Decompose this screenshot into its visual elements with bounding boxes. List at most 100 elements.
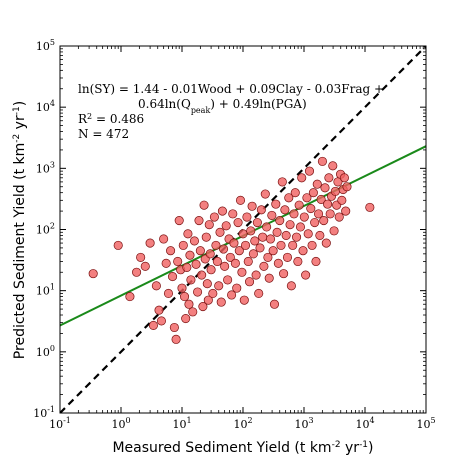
data-point bbox=[247, 201, 257, 211]
data-point bbox=[211, 240, 221, 250]
data-point bbox=[288, 240, 298, 250]
data-point bbox=[264, 273, 274, 283]
data-point bbox=[275, 216, 285, 226]
data-point bbox=[339, 173, 349, 183]
data-point bbox=[228, 209, 238, 219]
data-point bbox=[246, 226, 256, 236]
data-point bbox=[189, 236, 200, 246]
data-point bbox=[272, 227, 282, 237]
y-tick-label: 101 bbox=[36, 283, 55, 298]
data-point bbox=[304, 166, 315, 176]
data-point bbox=[320, 183, 330, 193]
x-tick-label: 105 bbox=[416, 416, 435, 431]
data-point bbox=[316, 194, 326, 204]
data-point bbox=[250, 236, 260, 246]
equation-annotation: ln(SY) = 1.44 - 0.01Wood + 0.09Clay - 0.… bbox=[78, 82, 384, 141]
data-point bbox=[323, 199, 333, 209]
data-point bbox=[201, 232, 211, 242]
data-point bbox=[279, 269, 289, 279]
data-point bbox=[289, 209, 299, 219]
y-tick-label: 103 bbox=[36, 160, 55, 175]
x-tick-label: 103 bbox=[294, 416, 313, 431]
data-point bbox=[301, 270, 311, 280]
data-point bbox=[282, 252, 293, 262]
data-point bbox=[163, 288, 174, 299]
data-point bbox=[159, 234, 169, 244]
data-point bbox=[240, 240, 251, 250]
data-point bbox=[202, 279, 212, 289]
data-point bbox=[243, 256, 253, 267]
data-point bbox=[171, 334, 181, 344]
data-point bbox=[259, 261, 269, 271]
data-point bbox=[277, 177, 287, 187]
data-point bbox=[219, 244, 229, 254]
data-point bbox=[330, 186, 340, 196]
data-point bbox=[308, 188, 318, 198]
data-point bbox=[341, 206, 351, 216]
data-point bbox=[307, 240, 317, 250]
data-point bbox=[269, 299, 280, 309]
data-point bbox=[185, 250, 195, 260]
data-point bbox=[194, 216, 204, 226]
one-to-one-line bbox=[60, 46, 426, 413]
data-point bbox=[203, 295, 213, 305]
data-point bbox=[262, 222, 272, 232]
data-point bbox=[238, 229, 248, 239]
data-point bbox=[299, 212, 309, 222]
y-tick-label: 102 bbox=[36, 222, 55, 237]
data-point bbox=[217, 206, 227, 216]
data-point bbox=[258, 232, 268, 242]
data-point bbox=[174, 216, 184, 226]
x-axis-label: Measured Sediment Yield (t km-2 yr-1) bbox=[112, 440, 373, 456]
data-point bbox=[214, 281, 224, 291]
data-point bbox=[154, 305, 164, 315]
data-point bbox=[206, 265, 216, 275]
data-point bbox=[161, 258, 171, 268]
data-point bbox=[284, 193, 294, 203]
data-point bbox=[205, 249, 215, 259]
data-point bbox=[276, 240, 286, 250]
data-point bbox=[280, 205, 290, 215]
data-point bbox=[319, 216, 329, 226]
data-point bbox=[195, 246, 205, 256]
data-point bbox=[209, 212, 219, 222]
data-point bbox=[302, 193, 312, 203]
x-tick-label: 10-1 bbox=[49, 416, 71, 431]
data-point bbox=[260, 189, 270, 199]
data-point bbox=[235, 195, 246, 205]
data-point bbox=[125, 292, 135, 302]
data-point bbox=[168, 272, 178, 282]
data-point bbox=[293, 256, 303, 267]
data-point bbox=[166, 246, 176, 256]
data-point bbox=[148, 320, 158, 330]
data-point bbox=[178, 240, 188, 250]
data-point bbox=[199, 200, 209, 210]
data-point bbox=[183, 229, 193, 239]
data-point bbox=[273, 258, 283, 268]
data-point bbox=[244, 277, 255, 287]
data-point bbox=[234, 246, 244, 256]
data-point bbox=[329, 226, 339, 236]
data-point bbox=[216, 297, 226, 307]
data-point bbox=[184, 299, 194, 309]
data-point bbox=[334, 212, 344, 222]
data-point bbox=[298, 246, 308, 256]
y-axis-label: Predicted Sediment Yield (t km-2 yr-1) bbox=[12, 101, 28, 359]
data-point bbox=[337, 195, 347, 205]
data-point bbox=[239, 295, 249, 305]
data-point bbox=[197, 270, 207, 280]
data-point bbox=[215, 227, 225, 237]
data-point bbox=[281, 230, 291, 240]
data-point bbox=[132, 267, 142, 277]
y-tick-label: 105 bbox=[36, 38, 55, 53]
x-tick-label: 102 bbox=[233, 416, 252, 431]
data-point bbox=[113, 240, 123, 250]
data-point bbox=[266, 234, 276, 244]
data-point bbox=[193, 287, 203, 297]
data-point bbox=[263, 252, 273, 262]
data-point bbox=[252, 217, 262, 228]
data-point bbox=[321, 238, 331, 248]
data-point bbox=[248, 249, 258, 259]
n-count-label: N = 472 bbox=[78, 127, 129, 141]
